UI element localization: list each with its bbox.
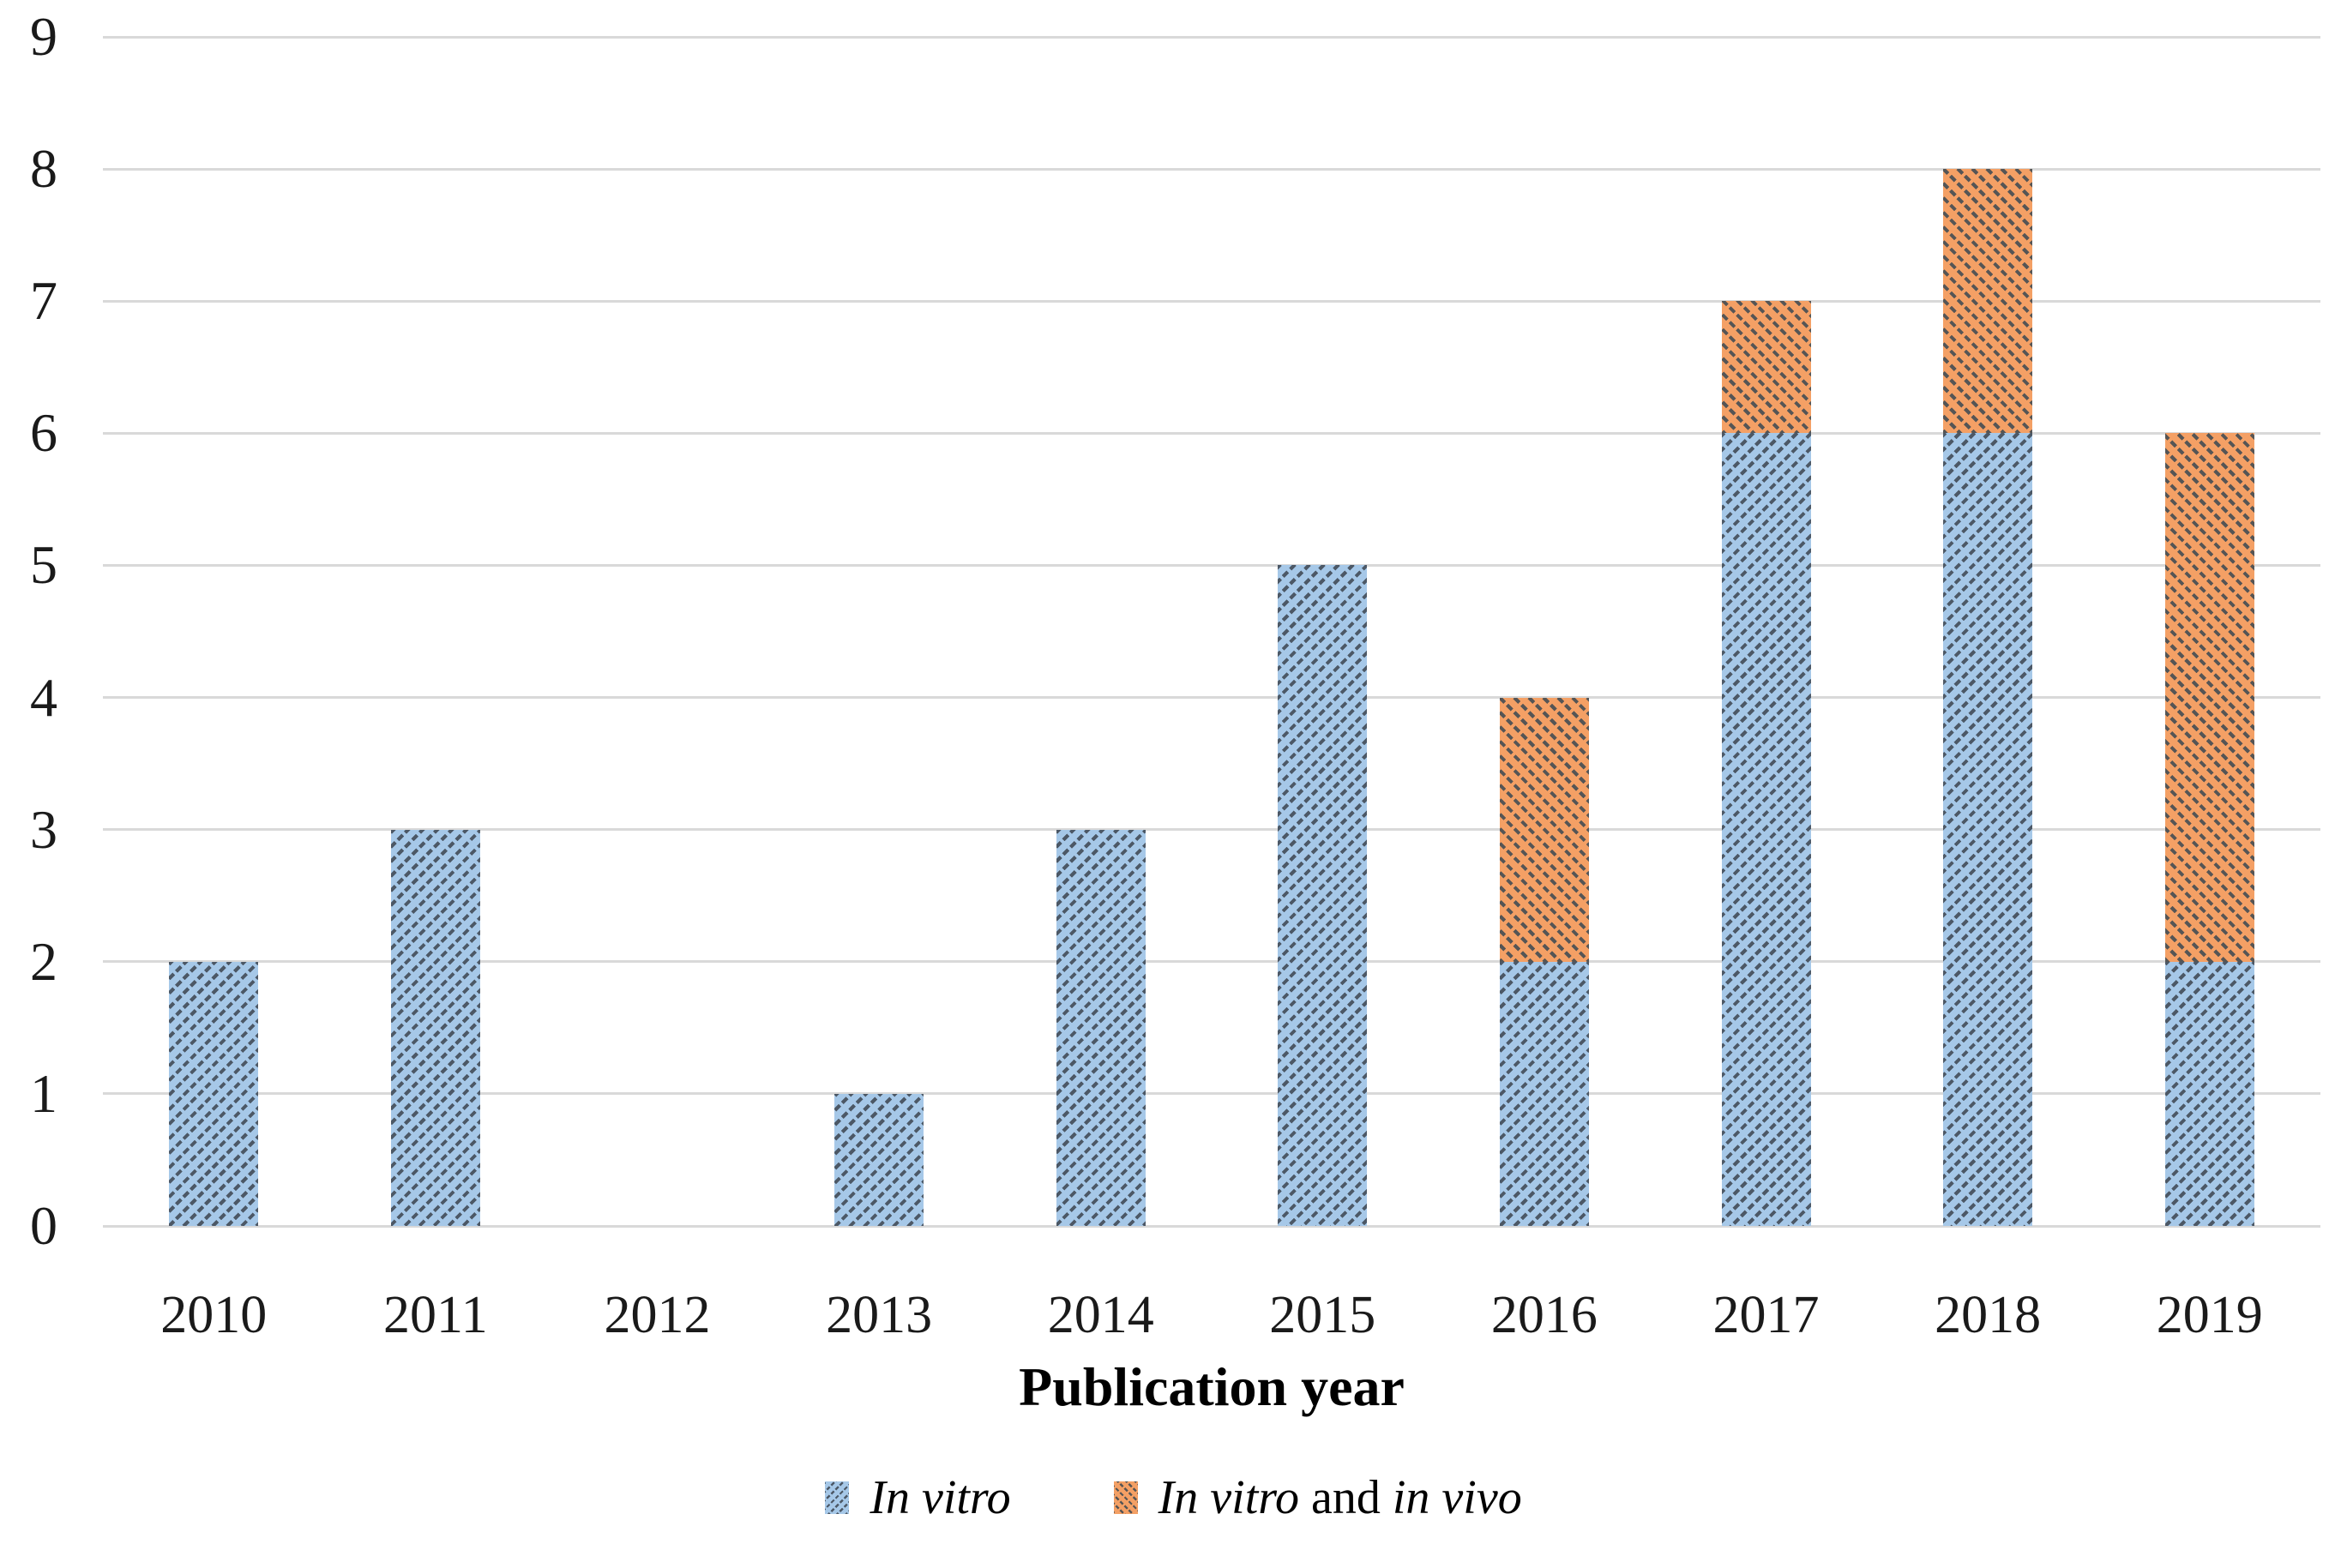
- x-tick-label-2011: 2011: [383, 1286, 488, 1344]
- x-axis-title: Publication year: [1019, 1356, 1405, 1417]
- x-tick-label-2015: 2015: [1269, 1286, 1376, 1344]
- bar-segment-2017-in-vitro-and-in-vivo: [1721, 301, 1811, 434]
- bar-stack-2017: [1721, 301, 1811, 1226]
- legend-label-segment: and: [1299, 1471, 1393, 1524]
- legend-label-segment: In vitro: [1158, 1471, 1299, 1524]
- x-tick-label-2017: 2017: [1712, 1286, 1820, 1344]
- y-tick-label-2: 2: [30, 930, 57, 992]
- x-tick-label-2018: 2018: [1935, 1286, 2042, 1344]
- x-tick-label-2014: 2014: [1047, 1286, 1154, 1344]
- y-axis-tick-labels: 0 1 2 3 4 5 6 7 8 9: [0, 0, 73, 1568]
- legend-item-in-vitro-and-in-vivo: In vitro and in vivo: [1113, 1468, 1522, 1528]
- bar-segment-2019-in-vitro-and-in-vivo: [2164, 433, 2254, 962]
- bar-segment-2018-in-vitro: [1943, 433, 2033, 1226]
- plot-area: [103, 35, 2320, 1228]
- gridline-y-8: [103, 167, 2320, 171]
- blue-hatched-swatch: [825, 1481, 850, 1514]
- bar-stack-2016: [1499, 697, 1589, 1226]
- bar-segment-2016-in-vitro: [1499, 961, 1589, 1226]
- legend-label-segment: in vivo: [1392, 1471, 1522, 1524]
- x-axis-tick-labels: 2010 2011 2012 2013 2014 2015 2016 2017 2018 2019: [103, 1284, 2320, 1353]
- orange-hatched-swatch: [1113, 1481, 1138, 1514]
- gridline-y-6: [103, 431, 2320, 435]
- x-axis-line: [103, 1225, 2320, 1228]
- gridline-y-2: [103, 960, 2320, 964]
- y-tick-label-9: 9: [30, 6, 57, 67]
- gridline-y-1: [103, 1092, 2320, 1096]
- y-tick-label-1: 1: [30, 1062, 57, 1124]
- y-tick-label-3: 3: [30, 798, 57, 860]
- y-tick-label-6: 6: [30, 402, 57, 464]
- x-tick-label-2012: 2012: [604, 1286, 711, 1344]
- x-tick-label-2013: 2013: [826, 1286, 933, 1344]
- y-tick-label-5: 5: [30, 534, 57, 596]
- legend-label-in-vitro-and-in-vivo: In vitro and in vivo: [1158, 1468, 1522, 1528]
- gridline-y-5: [103, 563, 2320, 567]
- gridline-y-7: [103, 299, 2320, 303]
- legend-label-in-vitro: In vitro: [870, 1468, 1010, 1528]
- bar-segment-2011-in-vitro: [390, 829, 480, 1226]
- y-tick-label-7: 7: [30, 270, 57, 332]
- x-tick-label-2010: 2010: [160, 1286, 268, 1344]
- y-tick-label-0: 0: [30, 1195, 57, 1256]
- bar-segment-2018-in-vitro-and-in-vivo: [1943, 169, 2033, 434]
- x-tick-label-2019: 2019: [2156, 1286, 2263, 1344]
- gridline-y-4: [103, 696, 2320, 700]
- bar-stack-2018: [1943, 169, 2033, 1226]
- bar-segment-2013-in-vitro: [834, 1093, 924, 1226]
- bar-stack-2019: [2164, 433, 2254, 1226]
- y-tick-label-4: 4: [30, 666, 57, 728]
- legend-item-in-vitro: In vitro: [825, 1468, 1011, 1528]
- bar-segment-2015-in-vitro: [1278, 565, 1368, 1226]
- bar-segment-2017-in-vitro: [1721, 433, 1811, 1226]
- bar-stack-2014: [1056, 829, 1146, 1226]
- x-tick-label-2016: 2016: [1490, 1286, 1598, 1344]
- legend: In vitro In vitro and in vivo: [0, 1468, 2347, 1528]
- bar-stack-2010: [169, 961, 259, 1226]
- gridline-y-9: [103, 35, 2320, 39]
- legend-label-segment: In vitro: [870, 1471, 1011, 1524]
- bar-stack-2013: [834, 1093, 924, 1226]
- bar-stack-2015: [1278, 565, 1368, 1226]
- y-tick-label-8: 8: [30, 138, 57, 200]
- gridline-y-3: [103, 828, 2320, 832]
- bar-segment-2010-in-vitro: [169, 961, 259, 1226]
- bar-segment-2014-in-vitro: [1056, 829, 1146, 1226]
- bar-segment-2016-in-vitro-and-in-vivo: [1499, 697, 1589, 962]
- bar-segment-2019-in-vitro: [2164, 961, 2254, 1226]
- bar-stack-2011: [390, 829, 480, 1226]
